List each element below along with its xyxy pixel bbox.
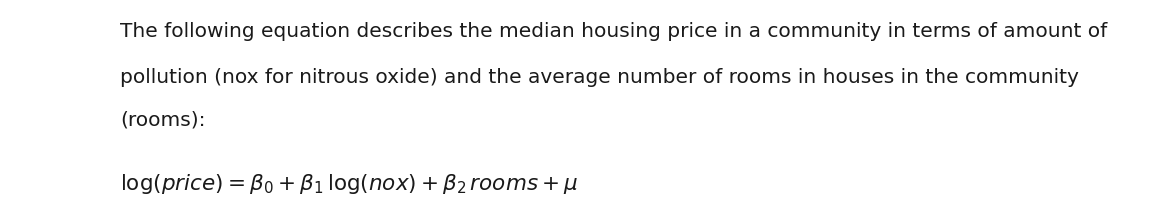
Text: $\log(\mathit{price}) = \beta_0 + \beta_1\,\log(\mathit{nox}) + \beta_2\,\mathit: $\log(\mathit{price}) = \beta_0 + \beta_… xyxy=(121,172,578,196)
Text: The following equation describes the median housing price in a community in term: The following equation describes the med… xyxy=(121,22,1107,41)
Text: pollution (nox for nitrous oxide) and the average number of rooms in houses in t: pollution (nox for nitrous oxide) and th… xyxy=(121,68,1079,87)
Text: (rooms):: (rooms): xyxy=(121,110,206,129)
